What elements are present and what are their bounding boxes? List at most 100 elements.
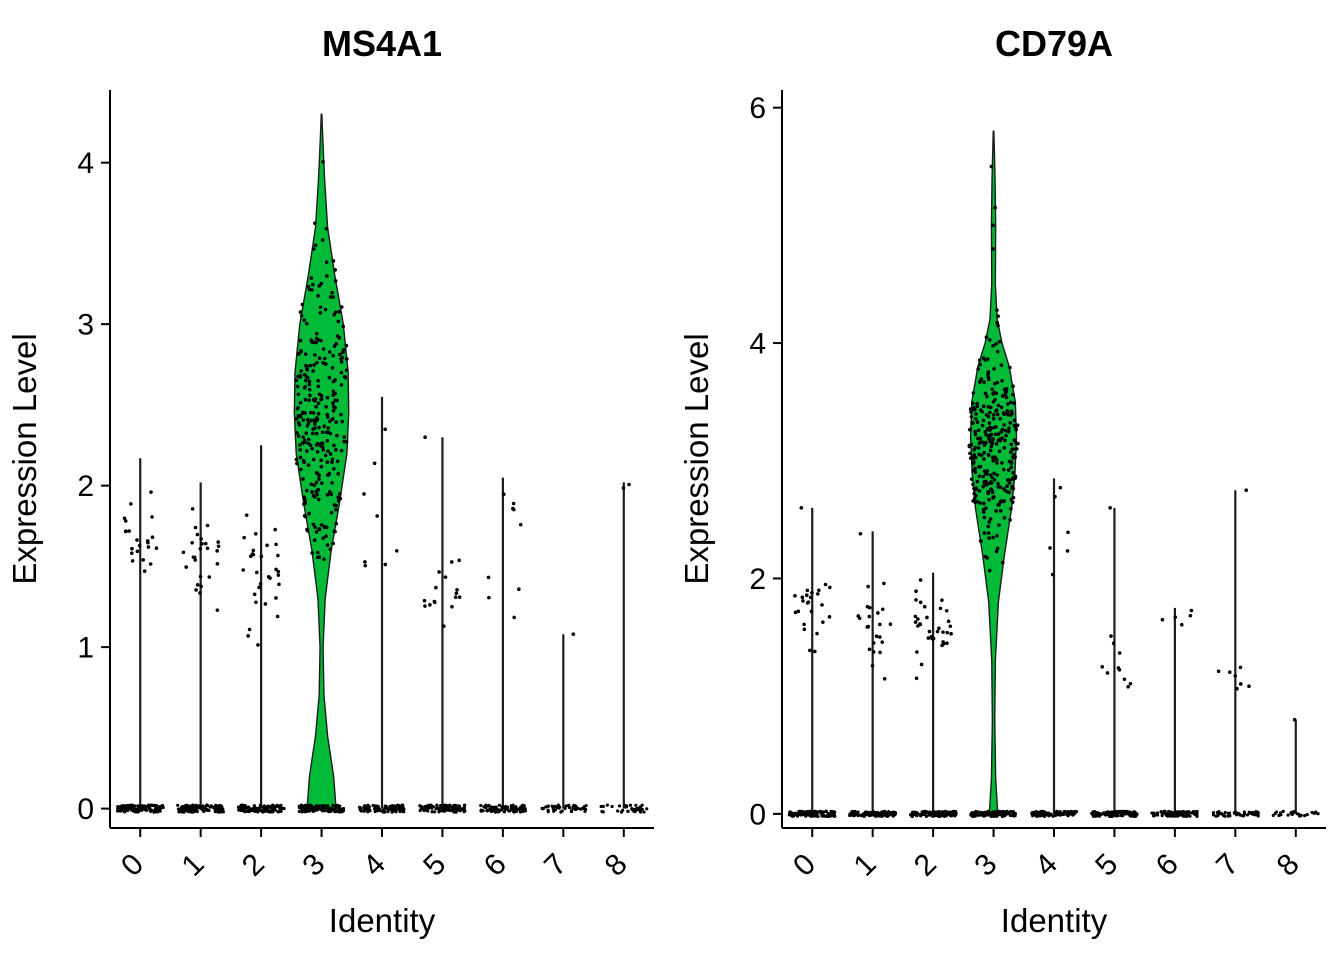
- expression-dot: [216, 544, 221, 549]
- expression-dot: [1005, 409, 1010, 414]
- expression-dot: [277, 582, 281, 587]
- expression-dot: [315, 492, 320, 497]
- zero-dot: [327, 806, 331, 810]
- expression-dot: [977, 358, 982, 363]
- expression-dot: [319, 464, 324, 469]
- zero-dot: [149, 803, 153, 807]
- zero-dot: [386, 810, 390, 814]
- expression-dot: [324, 362, 328, 366]
- expression-dot: [974, 412, 978, 416]
- zero-dot: [616, 809, 620, 813]
- zero-dot: [388, 807, 392, 812]
- zero-dot: [245, 809, 249, 813]
- expression-dot: [309, 418, 314, 423]
- expression-dot: [968, 407, 973, 411]
- expression-dot: [325, 395, 330, 400]
- zero-dot: [243, 810, 247, 814]
- zero-dot: [891, 814, 895, 818]
- zero-dot: [1094, 812, 1098, 816]
- expression-dot: [276, 553, 280, 558]
- expression-dot: [916, 617, 920, 621]
- expression-dot: [991, 496, 995, 500]
- zero-dot: [213, 810, 217, 814]
- expression-dot: [311, 282, 315, 287]
- zero-dot: [503, 807, 507, 811]
- expression-dot: [295, 431, 299, 435]
- expression-dot: [813, 649, 817, 654]
- expression-dot: [457, 595, 462, 599]
- expression-dot: [311, 493, 316, 498]
- expression-dot: [248, 554, 253, 559]
- expression-dot: [316, 411, 321, 416]
- zero-dot: [430, 810, 434, 814]
- expression-dot: [945, 630, 950, 635]
- zero-dot: [323, 808, 327, 812]
- expression-dot: [815, 631, 819, 636]
- expression-dot: [320, 430, 325, 435]
- expression-dot: [988, 410, 992, 415]
- expression-dot: [918, 622, 922, 626]
- expression-dot: [1188, 613, 1193, 618]
- jitter-points: [1292, 717, 1297, 722]
- expression-dot: [940, 598, 944, 602]
- expression-dot: [866, 584, 870, 589]
- jitter-points: [1100, 506, 1133, 689]
- expression-dot: [310, 551, 314, 555]
- zero-dot: [1001, 810, 1005, 814]
- zero-dot: [1195, 812, 1199, 816]
- expression-dot: [318, 444, 323, 448]
- expression-dot: [982, 501, 986, 506]
- zero-dot: [255, 806, 259, 810]
- x-tick-label: 2: [236, 848, 271, 883]
- expression-dot: [998, 438, 1003, 443]
- zero-dot: [1228, 814, 1232, 818]
- expression-dot: [978, 538, 983, 543]
- expression-dot: [324, 227, 329, 231]
- expression-dot: [931, 636, 936, 641]
- cluster-3: [293, 113, 350, 814]
- expression-dot: [127, 529, 131, 533]
- expression-dot: [880, 640, 885, 644]
- expression-dot: [919, 662, 924, 667]
- expression-dot: [333, 529, 337, 534]
- expression-dot: [303, 378, 308, 383]
- zero-dot: [889, 811, 894, 815]
- expression-dot: [1000, 394, 1005, 398]
- zero-dot: [116, 809, 120, 813]
- expression-dot: [946, 619, 951, 624]
- zero-dot: [559, 810, 563, 814]
- expression-dot: [980, 423, 985, 428]
- zero-dot: [617, 804, 622, 808]
- expression-dot: [339, 448, 344, 453]
- zero-dot: [954, 812, 958, 816]
- expression-dot: [993, 205, 997, 210]
- zero-dot: [211, 805, 215, 809]
- zero-dot: [1046, 813, 1050, 817]
- expression-dot: [330, 481, 334, 485]
- expression-dot: [517, 587, 521, 592]
- expression-dot: [874, 634, 879, 639]
- expression-dot: [295, 461, 299, 466]
- expression-dot: [977, 474, 982, 478]
- zero-dot: [1179, 813, 1183, 817]
- expression-dot: [981, 418, 986, 423]
- zero-dot: [214, 807, 218, 811]
- expression-dot: [972, 491, 977, 496]
- expression-dot: [315, 360, 319, 365]
- expression-dot: [325, 460, 330, 464]
- zero-dot: [553, 804, 557, 808]
- zero-dot: [1108, 810, 1112, 815]
- zero-band: [176, 803, 225, 814]
- expression-dot: [315, 550, 320, 555]
- expression-dot: [124, 529, 128, 534]
- zero-dot: [1034, 809, 1038, 814]
- x-axis-title: Identity: [1001, 902, 1108, 939]
- zero-band: [1090, 809, 1139, 819]
- expression-dot: [975, 404, 980, 409]
- expression-dot: [996, 503, 1001, 507]
- zero-dot: [329, 809, 333, 813]
- expression-dot: [1058, 485, 1063, 490]
- jitter-points: [621, 482, 631, 490]
- expression-dot: [1179, 622, 1184, 627]
- y-tick-label: 0: [749, 798, 766, 831]
